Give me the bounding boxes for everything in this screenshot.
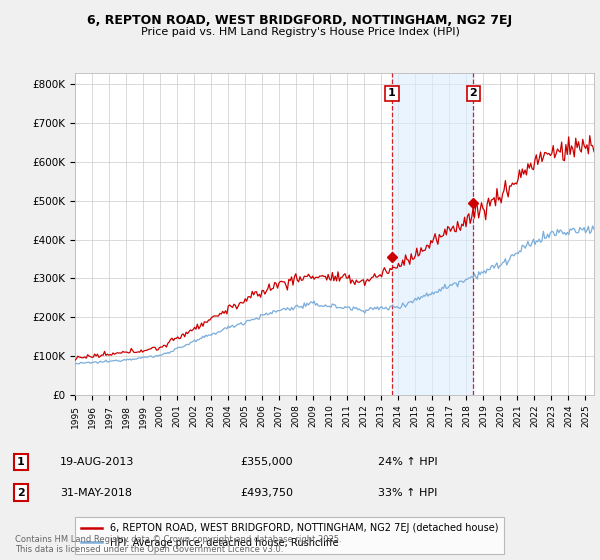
Text: 1: 1: [388, 88, 396, 99]
Bar: [392, 73, 473, 395]
Text: £355,000: £355,000: [240, 457, 293, 467]
Text: 1: 1: [17, 457, 25, 467]
Text: 33% ↑ HPI: 33% ↑ HPI: [378, 488, 437, 498]
Text: Price paid vs. HM Land Registry's House Price Index (HPI): Price paid vs. HM Land Registry's House …: [140, 27, 460, 37]
Text: £493,750: £493,750: [240, 488, 293, 498]
Text: 2: 2: [17, 488, 25, 498]
Text: 6, REPTON ROAD, WEST BRIDGFORD, NOTTINGHAM, NG2 7EJ: 6, REPTON ROAD, WEST BRIDGFORD, NOTTINGH…: [88, 14, 512, 27]
Text: 24% ↑ HPI: 24% ↑ HPI: [378, 457, 437, 467]
Legend: 6, REPTON ROAD, WEST BRIDGFORD, NOTTINGHAM, NG2 7EJ (detached house), HPI: Avera: 6, REPTON ROAD, WEST BRIDGFORD, NOTTINGH…: [74, 517, 504, 554]
Text: Contains HM Land Registry data © Crown copyright and database right 2025.
This d: Contains HM Land Registry data © Crown c…: [15, 535, 341, 554]
Text: 31-MAY-2018: 31-MAY-2018: [60, 488, 132, 498]
Text: 2: 2: [469, 88, 477, 99]
Text: 19-AUG-2013: 19-AUG-2013: [60, 457, 134, 467]
